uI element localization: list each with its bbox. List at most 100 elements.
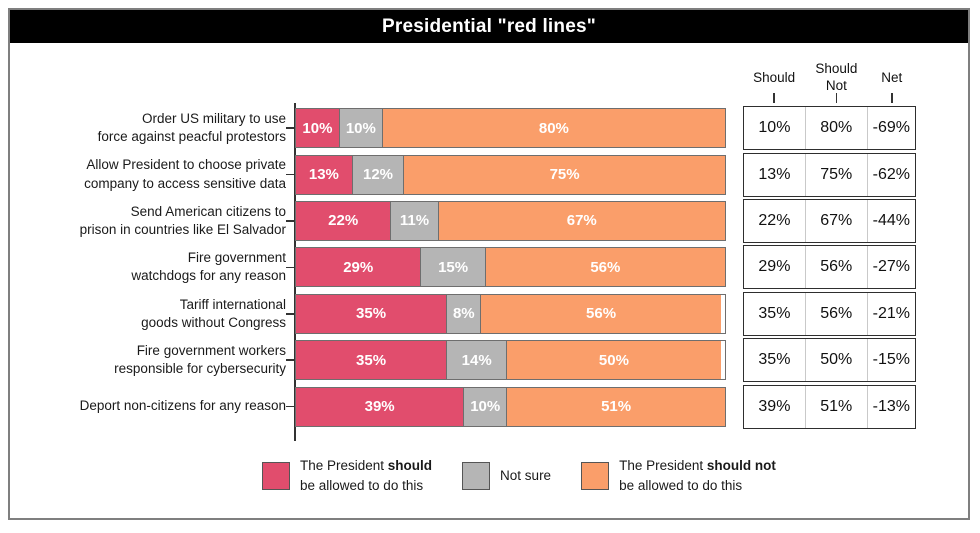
axis-tick [286, 359, 295, 361]
bar-segment-not-sure: 10% [338, 109, 382, 148]
chart-row: Tariff international goods without Congre… [10, 291, 968, 337]
axis-tick [286, 266, 295, 269]
chart-row: Deport non-citizens for any reason 39% 10… [10, 383, 968, 429]
stacked-bar: 22% 11% 67% [295, 200, 726, 241]
legend-item-should-not: The President should not be allowed to do… [581, 456, 776, 495]
bar-segment-not-sure: 10% [463, 387, 507, 426]
table-cell-should-not: 50% [806, 339, 868, 382]
bar-segment-should-not: 80% [381, 109, 725, 148]
stacked-bar: 29% 15% 56% [295, 247, 726, 288]
table-row: 35% 56% -21% [743, 291, 916, 336]
table-cell-should-not: 56% [806, 246, 868, 289]
legend-item-should: The President should be allowed to do thi… [262, 456, 432, 495]
table-header: Should Should Not Net [743, 59, 916, 97]
axis-tick [286, 220, 295, 222]
bar-segment-not-sure: 12% [351, 155, 404, 194]
category-label: Fire government workers responsible for c… [114, 342, 286, 377]
table-cell-net: -69% [872, 119, 911, 137]
table-header-should: Should [753, 69, 796, 85]
bar-segment-should: 10% [296, 109, 339, 148]
category-label: Send American citizens to prison in count… [79, 203, 286, 237]
bar-segment-not-sure: 11% [390, 201, 438, 240]
table-cell-should-not: 67% [806, 199, 868, 242]
header-tick [868, 93, 916, 103]
y-axis-line [294, 103, 296, 441]
axis-tick [286, 127, 295, 129]
bar-segment-should-not: 75% [403, 155, 725, 194]
chart-row: Allow President to choose private company… [10, 151, 968, 197]
bar-segment-should-not: 51% [506, 387, 725, 426]
table-cell-should: 35% [744, 292, 806, 335]
table-cell-should: 29% [744, 246, 806, 289]
category-label: Allow President to choose private company… [84, 157, 286, 191]
table-cell-should: 10% [744, 107, 806, 150]
table-cell-net: -27% [872, 258, 911, 276]
stacked-bar: 39% 10% 51% [295, 386, 726, 427]
table-cell-net: -15% [872, 351, 911, 369]
table-cell-net: -21% [872, 304, 911, 322]
table-row: 10% 80% -69% [743, 106, 916, 151]
table-row: 13% 75% -62% [743, 152, 916, 197]
bar-segment-not-sure: 8% [446, 294, 481, 333]
page-title: Presidential "red lines" [382, 15, 596, 37]
table-cell-should: 22% [744, 199, 806, 242]
header-tick [805, 93, 867, 103]
bar-segment-not-sure: 14% [446, 341, 507, 380]
header-tick [743, 93, 805, 103]
axis-tick [286, 173, 295, 176]
table-cell-net: -44% [872, 211, 911, 229]
table-cell-should-not: 56% [806, 292, 868, 335]
table-cell-net: -13% [872, 397, 911, 415]
stacked-bar: 13% 12% 75% [295, 154, 726, 195]
legend-label: The President should not be allowed to do… [619, 458, 776, 493]
table-cell-should: 35% [744, 339, 806, 382]
category-label: Tariff international goods without Congre… [141, 296, 286, 330]
chart-row: Fire government workers responsible for c… [10, 337, 968, 383]
bar-segment-should-not: 56% [484, 248, 725, 287]
title-bar: Presidential "red lines" [10, 10, 968, 43]
table-header-should-not: Should Not [815, 61, 858, 93]
table-cell-should: 13% [744, 153, 806, 196]
chart-content: Should Should Not Net Order US military … [10, 43, 968, 518]
legend-label: The President should be allowed to do thi… [300, 458, 433, 493]
legend-swatch-not-sure [462, 461, 491, 490]
bar-segment-should: 35% [296, 294, 447, 333]
chart-rows: Order US military to use force against pe… [10, 105, 968, 430]
bar-segment-should: 35% [296, 341, 447, 380]
chart-row: Fire government watchdogs for any reason … [10, 244, 968, 290]
legend-item-not-sure: Not sure [462, 461, 552, 490]
stacked-bar: 35% 8% 56% [295, 293, 726, 334]
table-header-ticks [743, 93, 916, 103]
category-label: Deport non-citizens for any reason [79, 398, 286, 414]
table-header-net: Net [881, 69, 903, 85]
chart-row: Send American citizens to prison in count… [10, 198, 968, 244]
stacked-bar: 10% 10% 80% [295, 108, 726, 149]
table-cell-should: 39% [744, 385, 806, 428]
legend-swatch-should-not [581, 461, 610, 490]
bar-segment-should: 29% [296, 248, 421, 287]
legend-swatch-should [262, 461, 290, 490]
table-cell-should-not: 75% [806, 153, 868, 196]
bar-segment-should: 22% [296, 201, 391, 240]
bar-segment-not-sure: 15% [420, 248, 485, 287]
bar-segment-should-not: 56% [480, 294, 721, 333]
category-label: Fire government watchdogs for any reason [131, 250, 286, 284]
table-cell-net: -62% [872, 165, 911, 183]
legend-label: Not sure [500, 467, 552, 483]
table-row: 39% 51% -13% [743, 384, 916, 429]
table-row: 35% 50% -15% [743, 338, 916, 383]
bar-segment-should: 39% [296, 387, 464, 426]
table-row: 22% 67% -44% [743, 198, 916, 243]
stacked-bar: 35% 14% 50% [295, 340, 726, 381]
category-label: Order US military to use force against pe… [97, 110, 286, 145]
table-cell-should-not: 51% [806, 385, 868, 428]
chart-row: Order US military to use force against pe… [10, 105, 968, 151]
bar-segment-should: 13% [296, 155, 352, 194]
legend: The President should be allowed to do thi… [262, 456, 776, 495]
bar-segment-should-not: 50% [506, 341, 721, 380]
table-cell-should-not: 80% [806, 107, 868, 150]
axis-tick [286, 313, 295, 315]
chart-card: Presidential "red lines" Should Should N… [8, 8, 970, 520]
bar-segment-should-not: 67% [437, 201, 725, 240]
table-row: 29% 56% -27% [743, 245, 916, 290]
